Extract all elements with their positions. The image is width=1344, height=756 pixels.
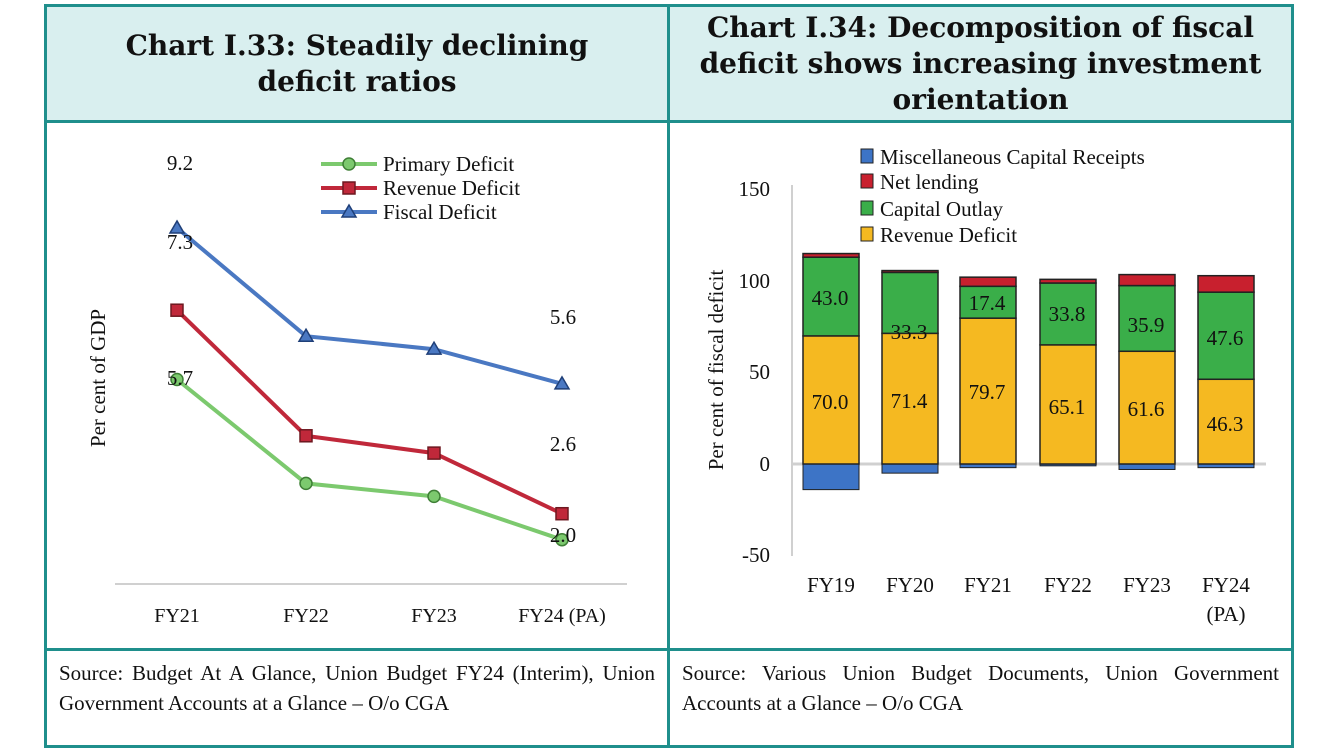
data-point-primary-deficit xyxy=(427,489,441,504)
line-chart-legend: Primary Deficit Revenue Deficit Fiscal D… xyxy=(321,152,520,224)
y-tick-label: 50 xyxy=(749,360,770,384)
data-point-primary-deficit xyxy=(555,532,569,547)
title-divider xyxy=(44,120,1294,123)
source-divider xyxy=(44,648,1294,651)
revenue-deficit-label: 71.4 xyxy=(891,389,928,413)
bar-segment-capital-outlay xyxy=(1039,282,1097,346)
revenue-deficit-label: 65.1 xyxy=(1049,395,1086,419)
bar-segment-misc-capital-receipts xyxy=(802,463,860,491)
right-title-line-1: Chart I.34: Decomposition of fiscal xyxy=(707,10,1254,44)
bar-segment-revenue-deficit xyxy=(1197,378,1255,465)
bar-segment-revenue-deficit xyxy=(881,332,939,465)
legend-label-revenue: Revenue Deficit xyxy=(383,176,520,200)
series-line-fiscal-deficit xyxy=(175,226,563,386)
data-point-fiscal-deficit xyxy=(168,219,186,234)
left-title-line-1: Chart I.33: Steadily declining xyxy=(125,28,589,62)
legend-label-primary: Primary Deficit xyxy=(383,152,514,176)
x-tick-label: FY24 (PA) xyxy=(518,605,606,627)
data-point-revenue-deficit xyxy=(170,303,184,317)
y-tick-label: 0 xyxy=(760,452,771,476)
legend-swatch-capital-outlay xyxy=(860,200,874,216)
x-tick-label: FY21 xyxy=(964,573,1012,597)
legend-marker-primary xyxy=(342,157,356,171)
legend-label-revenue-deficit: Revenue Deficit xyxy=(880,223,1017,247)
data-point-fiscal-deficit xyxy=(297,327,315,342)
y-tick-label: 150 xyxy=(739,177,771,201)
right-title-line-2: deficit shows increasing investment xyxy=(699,46,1262,80)
data-label: 2.6 xyxy=(550,432,576,456)
legend-label-net-lending: Net lending xyxy=(880,170,979,194)
data-point-primary-deficit xyxy=(170,372,184,387)
bar-segment-revenue-deficit xyxy=(1039,344,1097,465)
left-title-line-2: deficit ratios xyxy=(257,64,457,98)
data-label: 2.0 xyxy=(550,523,576,547)
y-tick-label: 100 xyxy=(739,269,771,293)
bar-segment-net-lending xyxy=(1118,273,1176,287)
bar-segment-net-lending xyxy=(1197,274,1255,293)
left-source-note: Source: Budget At A Glance, Union Budget… xyxy=(59,661,655,715)
series-line-primary-deficit xyxy=(175,377,563,542)
revenue-deficit-label: 70.0 xyxy=(812,390,849,414)
data-label: 9.2 xyxy=(167,151,193,175)
right-chart-title: Chart I.34: Decomposition of fiscal defi… xyxy=(670,7,1291,120)
line-chart: Per cent of GDP FY21 FY22 FY23 FY24 (PA)… xyxy=(86,151,627,627)
legend-label-fiscal: Fiscal Deficit xyxy=(383,200,497,224)
x-tick-sublabel: (PA) xyxy=(1207,602,1246,626)
revenue-deficit-label: 79.7 xyxy=(969,380,1006,404)
bar-chart-ylabel: Per cent of fiscal deficit xyxy=(704,270,728,471)
legend-marker-fiscal xyxy=(340,203,358,218)
bar-segment-revenue-deficit xyxy=(959,317,1017,465)
data-point-primary-deficit xyxy=(299,476,313,491)
bar-segment-net-lending xyxy=(1039,278,1097,284)
legend-swatch-misc xyxy=(860,148,874,164)
bar-segment-revenue-deficit xyxy=(1118,350,1176,465)
legend-marker-revenue xyxy=(342,181,356,195)
data-label: 5.6 xyxy=(550,305,576,329)
x-tick-label: FY22 xyxy=(1044,573,1092,597)
data-point-revenue-deficit xyxy=(427,446,441,460)
capital-outlay-label: 43.0 xyxy=(812,286,849,310)
left-chart-title: Chart I.33: Steadily declining deficit r… xyxy=(47,7,667,120)
x-tick-label: FY23 xyxy=(411,605,457,627)
bar-segment-capital-outlay xyxy=(1197,291,1255,381)
capital-outlay-label: 17.4 xyxy=(969,291,1006,315)
series-line-revenue-deficit xyxy=(175,308,563,516)
data-point-revenue-deficit xyxy=(555,506,569,521)
stacked-bar-chart: Per cent of fiscal deficit 150 100 50 0 … xyxy=(704,145,1266,626)
legend-swatch-net-lending xyxy=(860,173,874,189)
capital-outlay-label: 33.8 xyxy=(1049,302,1086,326)
bar-segment-net-lending xyxy=(881,269,939,274)
right-source-note: Source: Various Union Budget Documents, … xyxy=(682,661,1279,715)
data-label: 7.3 xyxy=(167,230,193,254)
revenue-deficit-label: 46.3 xyxy=(1207,412,1244,436)
x-tick-label: FY20 xyxy=(886,573,934,597)
right-title-line-3: orientation xyxy=(892,82,1069,116)
panel-divider xyxy=(667,4,670,748)
x-tick-label: FY19 xyxy=(807,573,855,597)
bar-segment-misc-capital-receipts xyxy=(1118,463,1176,470)
data-point-fiscal-deficit xyxy=(553,375,571,390)
data-label: 5.7 xyxy=(167,366,193,390)
legend-label-capital-outlay: Capital Outlay xyxy=(880,197,1004,221)
x-tick-label: FY23 xyxy=(1123,573,1171,597)
bar-chart-legend: Miscellaneous Capital Receipts Net lendi… xyxy=(860,145,1145,247)
capital-outlay-label: 33.3 xyxy=(891,320,928,344)
x-tick-label: FY21 xyxy=(154,605,200,627)
bar-segment-net-lending xyxy=(959,276,1017,288)
capital-outlay-label: 47.6 xyxy=(1207,326,1244,350)
data-point-fiscal-deficit xyxy=(425,340,443,355)
capital-outlay-label: 35.9 xyxy=(1128,313,1165,337)
x-tick-label: FY22 xyxy=(283,605,329,627)
x-tick-label: FY24 xyxy=(1202,573,1250,597)
legend-swatch-revenue-deficit xyxy=(860,226,874,242)
legend-label-misc: Miscellaneous Capital Receipts xyxy=(880,145,1145,169)
y-tick-label: -50 xyxy=(742,543,770,567)
bar-segment-misc-capital-receipts xyxy=(881,463,939,474)
data-point-revenue-deficit xyxy=(299,429,313,443)
line-chart-ylabel: Per cent of GDP xyxy=(86,309,110,447)
bar-segment-capital-outlay xyxy=(802,256,860,337)
revenue-deficit-label: 61.6 xyxy=(1128,397,1165,421)
bar-segment-capital-outlay xyxy=(881,271,939,335)
bar-segment-net-lending xyxy=(802,252,860,258)
